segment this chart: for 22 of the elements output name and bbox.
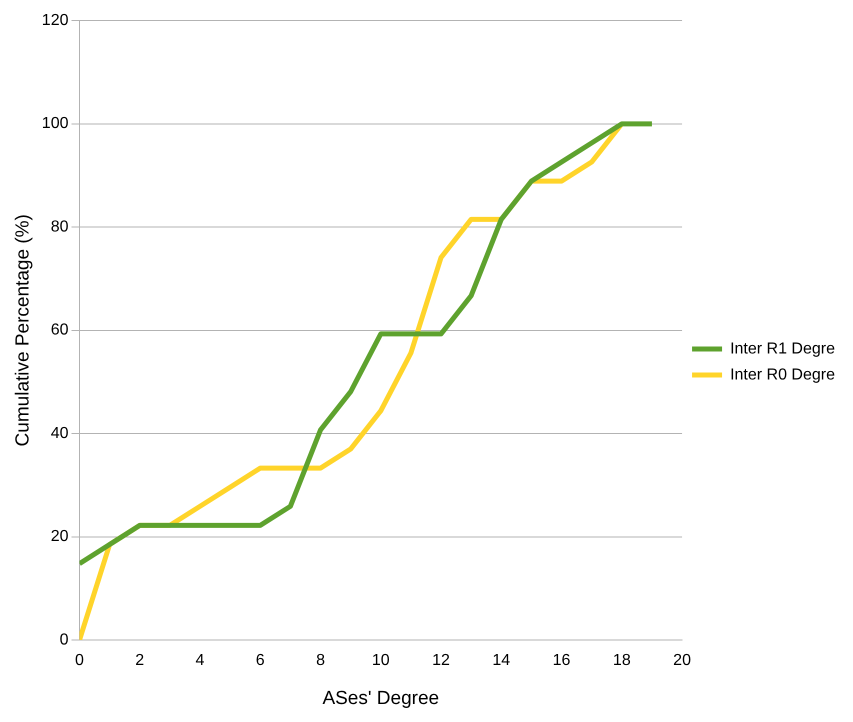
- y-tick-label: 0: [60, 631, 69, 648]
- x-tick-label: 12: [432, 652, 450, 670]
- y-tick-label: 80: [50, 218, 69, 236]
- x-tick-label: 0: [75, 652, 84, 670]
- x-tick-label: 14: [492, 652, 510, 670]
- x-tick-label: 18: [612, 652, 631, 670]
- x-tick-label: 16: [552, 652, 571, 670]
- x-tick-label: 4: [196, 652, 205, 670]
- x-tick-label: 2: [135, 652, 144, 670]
- legend-label: Inter R0 Degre: [730, 366, 836, 384]
- x-tick-label: 10: [372, 652, 390, 670]
- x-axis-title: ASes' Degree: [322, 688, 440, 709]
- y-tick-label: 60: [50, 322, 69, 339]
- x-tick-label: 8: [316, 652, 326, 670]
- x-tick-label: 20: [673, 652, 692, 670]
- y-axis-title: Cumulative Percentage (%): [12, 214, 34, 446]
- y-tick-label: 20: [50, 528, 69, 546]
- x-tick-label: 6: [256, 652, 265, 670]
- y-tick-label: 120: [42, 12, 69, 30]
- legend-label: Inter R1 Degre: [730, 340, 836, 358]
- y-tick-label: 100: [42, 115, 69, 132]
- y-tick-label: 40: [50, 424, 69, 442]
